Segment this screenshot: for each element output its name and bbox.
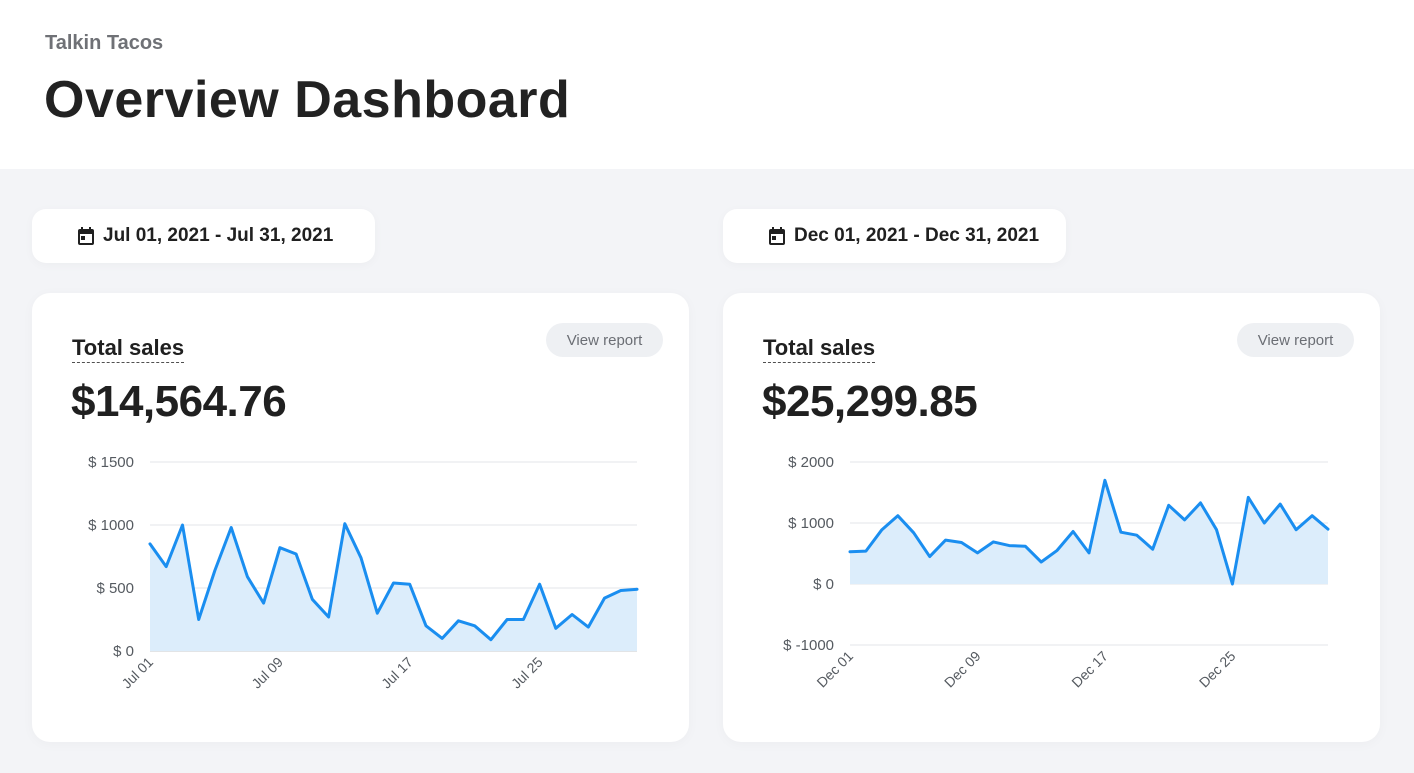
y-tick-label: $ -1000 <box>783 637 834 654</box>
y-tick-label: $ 0 <box>113 643 134 660</box>
y-tick-label: $ 0 <box>813 576 834 593</box>
page-header: Talkin Tacos Overview Dashboard <box>0 0 1414 169</box>
sales-line <box>148 522 639 642</box>
date-range-picker-left[interactable]: Jul 01, 2021 - Jul 31, 2021 <box>32 209 375 263</box>
x-tick-label: Dec 01 <box>813 648 856 691</box>
calendar-icon <box>78 227 94 245</box>
total-sales-value: $25,299.85 <box>762 377 978 426</box>
date-range-label: Jul 01, 2021 - Jul 31, 2021 <box>103 225 334 246</box>
store-name: Talkin Tacos <box>45 32 164 54</box>
x-tick-label: Jul 09 <box>248 654 286 692</box>
y-tick-label: $ 500 <box>96 580 134 597</box>
view-report-button[interactable]: View report <box>1237 323 1354 357</box>
calendar-icon <box>769 227 785 245</box>
x-tick-label: Dec 09 <box>941 648 984 691</box>
x-tick-label: Dec 25 <box>1196 648 1239 691</box>
view-report-button[interactable]: View report <box>546 323 663 357</box>
total-sales-card-left: Total sales $14,564.76 View report $ 0 $ … <box>32 293 689 742</box>
x-tick-label: Jul 17 <box>378 654 416 692</box>
sales-chart: $ -1000 $ 0 $ 1000 $ 2000 Dec 01 Dec 09 Dec 17… <box>783 454 1330 691</box>
x-tick-label: Jul 25 <box>508 654 546 692</box>
y-tick-label: $ 1000 <box>788 515 834 532</box>
date-range-picker-right[interactable]: Dec 01, 2021 - Dec 31, 2021 <box>723 209 1066 263</box>
sales-line <box>848 478 1330 586</box>
total-sales-value: $14,564.76 <box>71 377 287 426</box>
total-sales-label[interactable]: Total sales <box>72 335 185 363</box>
total-sales-label[interactable]: Total sales <box>763 335 876 363</box>
date-range-label: Dec 01, 2021 - Dec 31, 2021 <box>794 225 1040 246</box>
y-tick-label: $ 1500 <box>88 454 134 471</box>
sales-area <box>850 480 1328 584</box>
y-tick-label: $ 2000 <box>788 454 834 471</box>
y-tick-label: $ 1000 <box>88 517 134 534</box>
sales-area <box>150 523 637 651</box>
total-sales-card-right: Total sales $25,299.85 View report $ -10… <box>723 293 1380 742</box>
page-title: Overview Dashboard <box>44 71 571 129</box>
dashboard-content: Jul 01, 2021 - Jul 31, 2021 Total sales … <box>0 169 1414 773</box>
x-tick-label: Dec 17 <box>1068 648 1111 691</box>
